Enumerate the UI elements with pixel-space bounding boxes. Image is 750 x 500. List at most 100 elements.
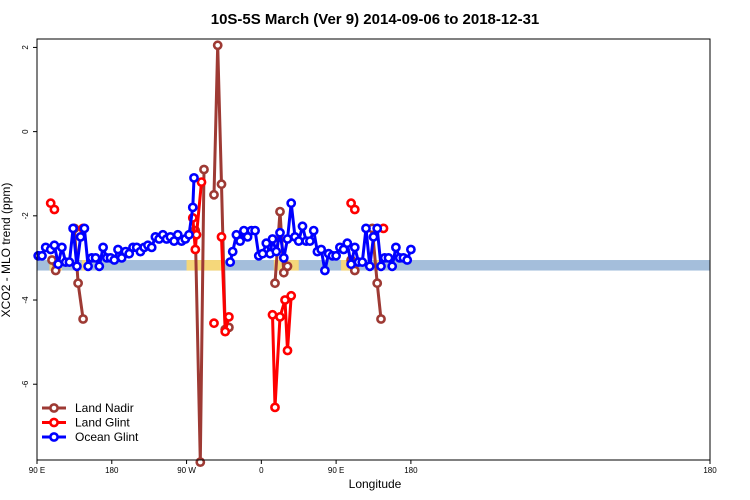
series-layer bbox=[33, 40, 416, 467]
data-point bbox=[319, 265, 330, 276]
legend-label: Ocean Glint bbox=[75, 430, 139, 444]
x-axis: 90 E 180 90 W 0 90 E 180 180 bbox=[29, 460, 717, 475]
data-point bbox=[216, 179, 227, 190]
data-point bbox=[191, 229, 202, 240]
legend-swatch-marker bbox=[49, 432, 59, 442]
series-land-glint bbox=[45, 177, 389, 413]
y-tick-label: 0 bbox=[21, 129, 30, 134]
legend-label: Land Glint bbox=[75, 416, 130, 430]
y-axis-title: XCO2 - MLO trend (ppm) bbox=[0, 183, 13, 318]
data-point bbox=[68, 223, 78, 234]
data-point bbox=[368, 231, 379, 242]
data-point bbox=[349, 242, 360, 253]
data-point bbox=[189, 172, 199, 183]
data-point bbox=[361, 223, 371, 234]
chart-title: 10S-5S March (Ver 9) 2014-09-06 to 2018-… bbox=[211, 11, 540, 28]
data-point bbox=[49, 240, 60, 251]
data-point bbox=[372, 278, 383, 289]
data-point bbox=[37, 250, 47, 261]
data-point bbox=[209, 318, 219, 329]
data-point bbox=[280, 295, 290, 305]
legend-swatch-marker bbox=[49, 417, 59, 428]
data-point bbox=[308, 225, 319, 236]
data-point bbox=[270, 402, 280, 413]
data-point bbox=[342, 238, 353, 249]
data-point bbox=[275, 227, 285, 238]
data-point bbox=[75, 231, 86, 242]
data-point bbox=[316, 244, 327, 255]
data-point bbox=[64, 257, 75, 267]
data-point bbox=[209, 189, 219, 200]
data-point bbox=[261, 238, 272, 249]
data-point bbox=[267, 309, 278, 320]
data-point bbox=[286, 198, 297, 209]
y-tick-label: -6 bbox=[21, 380, 30, 388]
data-point bbox=[297, 221, 308, 232]
x-tick-label: 180 bbox=[703, 466, 717, 475]
data-point bbox=[73, 278, 83, 289]
x-tick-label: 0 bbox=[259, 466, 264, 475]
plot-frame bbox=[36, 38, 711, 461]
data-point bbox=[293, 236, 304, 246]
data-point bbox=[402, 255, 413, 265]
legend-item: Land Glint bbox=[42, 416, 130, 430]
data-point bbox=[304, 236, 315, 246]
data-point bbox=[220, 326, 231, 337]
data-point bbox=[278, 252, 289, 263]
data-point bbox=[227, 246, 238, 257]
x-tick-label: 180 bbox=[105, 466, 119, 475]
data-point bbox=[47, 255, 57, 265]
data-point bbox=[57, 242, 67, 253]
data-point bbox=[94, 261, 105, 272]
data-point bbox=[146, 242, 157, 253]
data-point bbox=[349, 204, 360, 215]
x-tick-label: 90 E bbox=[29, 466, 45, 475]
data-point bbox=[364, 261, 375, 272]
data-point bbox=[275, 311, 285, 322]
data-point bbox=[387, 261, 398, 272]
data-point bbox=[357, 257, 368, 267]
data-point bbox=[286, 290, 297, 301]
legend-swatch-marker bbox=[49, 403, 59, 413]
data-point bbox=[225, 257, 236, 267]
data-point bbox=[376, 314, 386, 324]
series-line bbox=[271, 295, 293, 409]
data-point bbox=[270, 278, 280, 289]
data-point bbox=[282, 345, 293, 356]
x-axis-title: Longitude bbox=[349, 477, 402, 491]
data-point bbox=[79, 223, 90, 234]
data-point bbox=[199, 164, 209, 175]
data-point bbox=[190, 244, 201, 255]
data-point bbox=[72, 261, 82, 272]
x-tick-label: 90 E bbox=[328, 466, 344, 475]
data-point bbox=[212, 40, 223, 51]
data-point bbox=[372, 223, 383, 234]
data-point bbox=[187, 202, 198, 213]
x-tick-label: 180 bbox=[404, 466, 418, 475]
legend-label: Land Nadir bbox=[75, 401, 134, 415]
data-point bbox=[282, 234, 293, 244]
y-tick-label: -2 bbox=[21, 212, 30, 220]
data-point bbox=[390, 242, 401, 253]
data-point bbox=[331, 250, 341, 261]
data-point bbox=[267, 234, 278, 244]
y-tick-label: 2 bbox=[21, 45, 30, 50]
data-point bbox=[282, 261, 293, 272]
data-point bbox=[83, 261, 93, 272]
series-ocean-glint bbox=[33, 172, 416, 276]
y-tick-label: -4 bbox=[21, 296, 30, 304]
data-point bbox=[113, 244, 123, 255]
data-point bbox=[53, 259, 64, 270]
y-axis: 2 0 -2 -4 -6 bbox=[21, 45, 37, 388]
x-tick-label: 90 W bbox=[177, 466, 196, 475]
legend-item: Ocean Glint bbox=[42, 430, 139, 444]
data-point bbox=[250, 225, 260, 236]
data-point bbox=[223, 311, 234, 322]
data-point bbox=[49, 204, 60, 215]
data-point bbox=[216, 231, 227, 242]
data-point bbox=[196, 177, 207, 187]
data-point bbox=[78, 314, 88, 324]
band-highlight bbox=[186, 260, 224, 271]
data-point bbox=[257, 248, 268, 259]
data-point bbox=[90, 252, 101, 263]
